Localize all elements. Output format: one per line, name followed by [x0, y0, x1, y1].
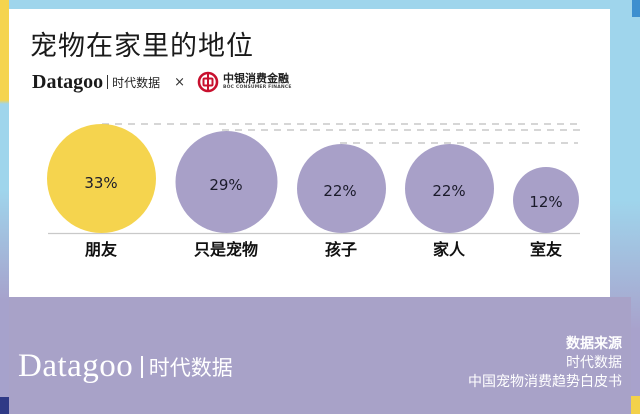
page-title: 宠物在家里的地位: [30, 31, 254, 62]
category-label-just-pet: 只是宠物: [193, 240, 259, 259]
value-label-roommate: 12%: [529, 193, 563, 211]
collab-times-symbol: ×: [174, 74, 186, 90]
footer-band: [9, 297, 631, 414]
partner-name-en: BOC CONSUMER FINANCE: [223, 85, 292, 91]
boc-logo-icon: [197, 71, 219, 93]
value-label-just-pet: 29%: [209, 176, 243, 194]
bubble-just-pet: [175, 131, 278, 233]
corner-accent-bottom-right: [631, 396, 640, 414]
value-label-child: 22%: [323, 182, 357, 200]
bubble-family: [405, 144, 494, 233]
brand-divider: [107, 75, 109, 89]
bubble-chart: 33% 29% 22% 22% 12% 朋友 只是宠物 孩子 家人 室友: [47, 123, 580, 259]
partner-name: 中银消费金融 BOC CONSUMER FINANCE: [223, 73, 292, 91]
brand-row: Datagoo 时代数据 × 中银消费金融 BOC CONSUMER FINAN…: [32, 70, 292, 94]
source-line: 时代数据: [566, 355, 622, 371]
source-line: 中国宠物消费趋势白皮书: [468, 374, 622, 390]
category-label-roommate: 室友: [529, 240, 563, 259]
category-label-family: 家人: [432, 240, 466, 259]
value-label-friend: 33%: [84, 174, 118, 192]
frame-top-stripe: [0, 0, 640, 9]
brand-logo-cn: 时代数据: [112, 75, 161, 90]
source-heading: 数据来源: [566, 336, 622, 352]
footer-brand-en: Datagoo: [18, 348, 134, 384]
footer-brand-cn: 时代数据: [148, 355, 233, 380]
partner-name-cn: 中银消费金融: [223, 72, 290, 86]
bubble-friend: [47, 124, 156, 233]
bubble-roommate: [513, 167, 579, 233]
footer-brand-divider: [141, 355, 143, 378]
corner-accent-bottom-left: [0, 397, 9, 414]
value-label-family: 22%: [432, 182, 466, 200]
chart-graphics: [47, 123, 580, 235]
brand-logo-en: Datagoo: [32, 70, 104, 93]
bubble-child: [297, 144, 386, 233]
category-label-friend: 朋友: [84, 240, 118, 259]
category-label-child: 孩子: [324, 240, 358, 259]
corner-accent-top-right: [632, 0, 640, 17]
footer-brand-logo: Datagoo 时代数据: [18, 348, 233, 385]
data-source: 数据来源 时代数据 中国宠物消费趋势白皮书: [468, 335, 622, 392]
frame-left-stripe: [0, 0, 9, 414]
